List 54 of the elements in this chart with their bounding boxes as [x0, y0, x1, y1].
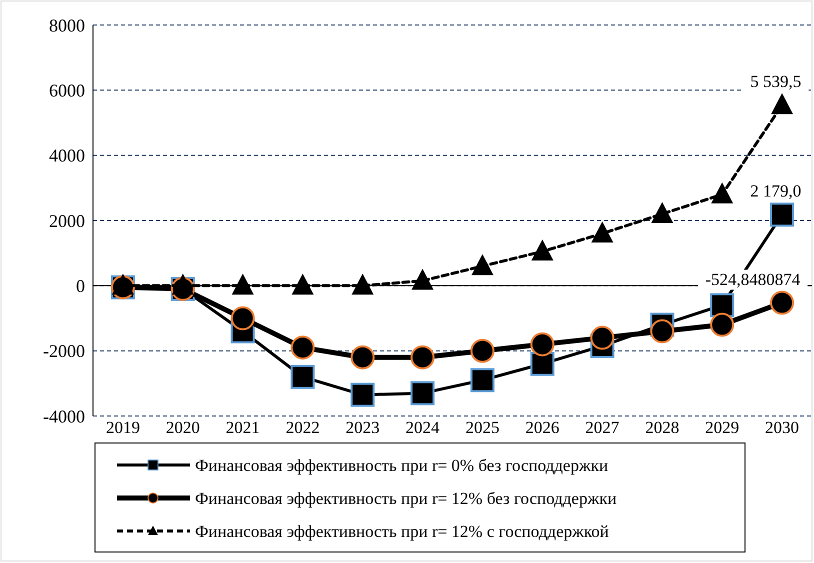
data-label: 5 539,5 — [750, 72, 802, 92]
x-tick-label: 2023 — [346, 418, 380, 437]
point — [710, 312, 734, 337]
x-tick-label: 2028 — [645, 418, 680, 437]
y-tick-label: 8000 — [49, 15, 85, 36]
point — [412, 268, 434, 290]
legend-label: Финансовая эффективность при r= 12% с господдержкой — [195, 522, 609, 541]
legend-label: Финансовая эффективность при r= 12% без господдержки — [195, 488, 617, 508]
point — [230, 306, 255, 330]
x-tick-label: 2021 — [226, 418, 260, 437]
y-tick-label: -2000 — [43, 341, 85, 362]
point — [290, 364, 315, 389]
x-tick-label: 2026 — [525, 418, 560, 437]
point — [650, 319, 674, 344]
point — [350, 382, 375, 407]
y-tick-label: 4000 — [49, 146, 85, 166]
point — [471, 254, 494, 276]
point — [530, 332, 554, 356]
point — [112, 274, 134, 295]
point — [410, 345, 435, 370]
y-tick-label: 0 — [76, 276, 85, 296]
legend-label: Финансовая эффективность при r= 0% без господдержки — [195, 456, 608, 475]
y-tick-label: -4000 — [43, 406, 85, 426]
point — [290, 336, 315, 360]
x-tick-label: 2025 — [465, 418, 500, 437]
point — [710, 293, 734, 318]
point — [531, 239, 554, 260]
point — [410, 381, 435, 406]
point — [590, 326, 614, 350]
point — [591, 222, 614, 243]
point — [352, 274, 374, 295]
x-tick-label: 2030 — [765, 418, 800, 437]
point — [232, 274, 254, 295]
point — [711, 182, 734, 204]
point — [470, 338, 494, 363]
point — [651, 202, 674, 223]
x-tick-label: 2022 — [286, 418, 320, 437]
data-label: 2 179,0 — [750, 182, 802, 201]
point — [770, 202, 794, 227]
point — [530, 352, 554, 376]
point — [770, 290, 794, 315]
y-tick-label: 6000 — [49, 80, 85, 100]
point — [771, 93, 794, 114]
point — [350, 345, 375, 370]
y-tick-label: 2000 — [49, 210, 85, 231]
point — [172, 274, 194, 295]
x-tick-label: 2029 — [705, 418, 740, 437]
x-tick-label: 2027 — [585, 418, 620, 437]
point — [470, 368, 494, 392]
x-tick-label: 2019 — [106, 418, 140, 437]
point — [292, 274, 314, 295]
x-tick-label: 2020 — [166, 418, 200, 437]
x-tick-label: 2024 — [406, 418, 440, 437]
data-label: -524,8480874 — [705, 270, 801, 289]
